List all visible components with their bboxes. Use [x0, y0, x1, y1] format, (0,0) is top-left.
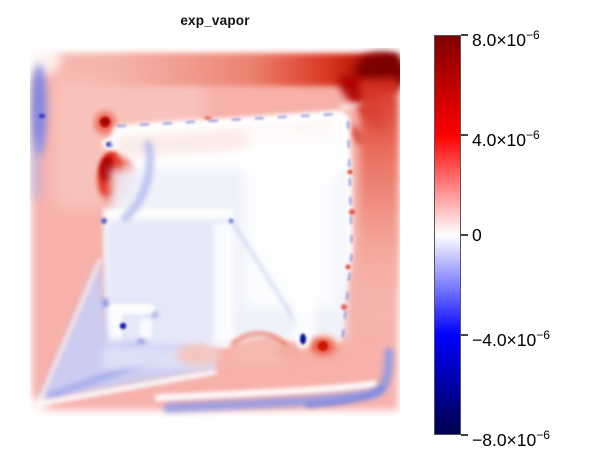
- l-bracket-white: [108, 304, 154, 344]
- l-bracket-dark-blue-dot: [119, 322, 127, 330]
- right-edge-red-band: [360, 78, 398, 338]
- hotspot-left-dark-center: [102, 118, 108, 124]
- top-edge-red-speck: [204, 116, 212, 120]
- left-streak-dark-spot: [38, 113, 46, 119]
- right-edge-red-speck-4: [341, 304, 347, 310]
- top-edge-red-band: [30, 54, 398, 86]
- colorbar-tick: [461, 234, 468, 236]
- inner-square-corner-spot-right: [228, 218, 234, 224]
- obstacle-right-edge-mottling: [340, 120, 354, 346]
- colorbar-tick-label: 0: [472, 225, 482, 245]
- bottom-pink-wave-1: [230, 337, 290, 367]
- l-bracket-inner-white: [140, 320, 151, 339]
- interior-white-band-2: [294, 228, 315, 336]
- colorbar-gradient: [434, 35, 461, 435]
- curved-blue-band-left-interior: [121, 140, 154, 222]
- inner-square-right-white-band: [214, 224, 234, 342]
- right-edge-red-speck-3: [345, 264, 351, 270]
- obstacle-top-edge-mottling: [116, 112, 340, 128]
- inner-square-white-top-band: [103, 209, 233, 218]
- colorbar-tick-label: 4.0×10−6: [472, 128, 540, 150]
- bottom-blue-band-deep: [305, 385, 385, 408]
- wedge-white-streak-upper: [38, 258, 102, 402]
- right-edge-red-speck-2: [349, 209, 355, 215]
- left-blue-streak-extension: [31, 136, 41, 204]
- plot-title: exp_vapor: [180, 13, 250, 28]
- l-bracket-blue-smudge-3: [152, 312, 158, 318]
- colorbar-tick-label: 8.0×10−6: [472, 28, 540, 50]
- hotspot-bottom-core: [318, 341, 328, 351]
- inner-square-corner-spot-left: [101, 218, 107, 224]
- field-svg: [30, 48, 400, 418]
- wedge-white-streak-lower: [35, 369, 217, 407]
- colorbar-tick-label: −4.0×10−6: [472, 328, 550, 350]
- white-fade-bottom-left-corner: [30, 398, 48, 418]
- bottom-pink-wave-2: [176, 344, 220, 366]
- obstacle-interior-white-top-right: [248, 124, 340, 179]
- colorbar-tick: [461, 34, 468, 36]
- colorbar-tick-label: −8.0×10−6: [472, 428, 550, 450]
- bottom-red-wave-crest: [231, 331, 288, 346]
- left-edge-blue-streak: [31, 64, 47, 156]
- colorbar-tick: [461, 334, 468, 336]
- right-edge-red-speck-1: [347, 169, 353, 175]
- colorbar-tick: [461, 434, 468, 436]
- bottom-white-band: [154, 380, 378, 402]
- heatmap-plot: [30, 48, 400, 418]
- colorbar: 8.0×10−6 4.0×10−6 0 −4.0×10−6 −8.0×10−6: [434, 28, 600, 450]
- colorbar-tick: [461, 134, 468, 136]
- bottom-blue-dash-core: [300, 333, 306, 345]
